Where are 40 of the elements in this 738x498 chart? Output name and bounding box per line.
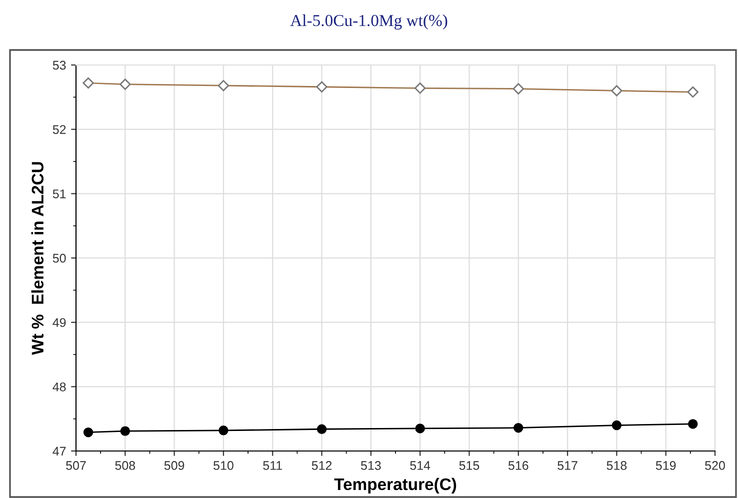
point bbox=[514, 422, 524, 433]
x-tick-label: 514 bbox=[410, 461, 430, 470]
x-tick-label: 511 bbox=[263, 461, 282, 470]
point bbox=[612, 420, 622, 430]
x-tick-label: 513 bbox=[360, 461, 381, 470]
point bbox=[120, 426, 130, 436]
point bbox=[687, 86, 698, 98]
point bbox=[415, 424, 425, 434]
x-tick-label: 516 bbox=[508, 461, 528, 470]
y-tick-label: 50 bbox=[52, 254, 66, 263]
y-axis-title: Wt % Element in AL2CU bbox=[31, 162, 44, 355]
y-tick-label: 48 bbox=[52, 382, 66, 392]
x-tick-label: 517 bbox=[558, 461, 578, 470]
x-tick-label: 515 bbox=[459, 461, 480, 470]
point bbox=[316, 424, 327, 434]
point bbox=[688, 419, 698, 429]
point bbox=[82, 77, 94, 89]
point bbox=[120, 78, 131, 90]
x-tick-label: 510 bbox=[214, 461, 234, 470]
point bbox=[611, 85, 622, 96]
y-tick-label: 52 bbox=[52, 125, 66, 134]
x-tick-label: 508 bbox=[115, 461, 136, 470]
chart-title: Al-5.0Cu-1.0Mg wt(%) bbox=[290, 14, 448, 30]
x-tick-label: 518 bbox=[606, 461, 627, 470]
x-tick-label: 520 bbox=[705, 461, 725, 470]
y-tick-label: 51 bbox=[52, 190, 66, 198]
y-tick-label: 49 bbox=[52, 318, 66, 327]
y-tick-label: 47 bbox=[52, 446, 66, 456]
point bbox=[218, 80, 230, 92]
x-tick-label: 509 bbox=[164, 461, 184, 470]
x-tick-label: 519 bbox=[656, 461, 676, 470]
y-tick-label: 53 bbox=[52, 60, 66, 70]
point bbox=[218, 426, 228, 436]
x-tick-label: 512 bbox=[312, 461, 332, 470]
point bbox=[414, 82, 426, 94]
x-tick-label: 507 bbox=[66, 461, 86, 470]
point bbox=[512, 83, 524, 94]
point bbox=[316, 81, 328, 92]
x-axis-title: Temperature(C) bbox=[334, 478, 456, 494]
point bbox=[83, 427, 94, 438]
